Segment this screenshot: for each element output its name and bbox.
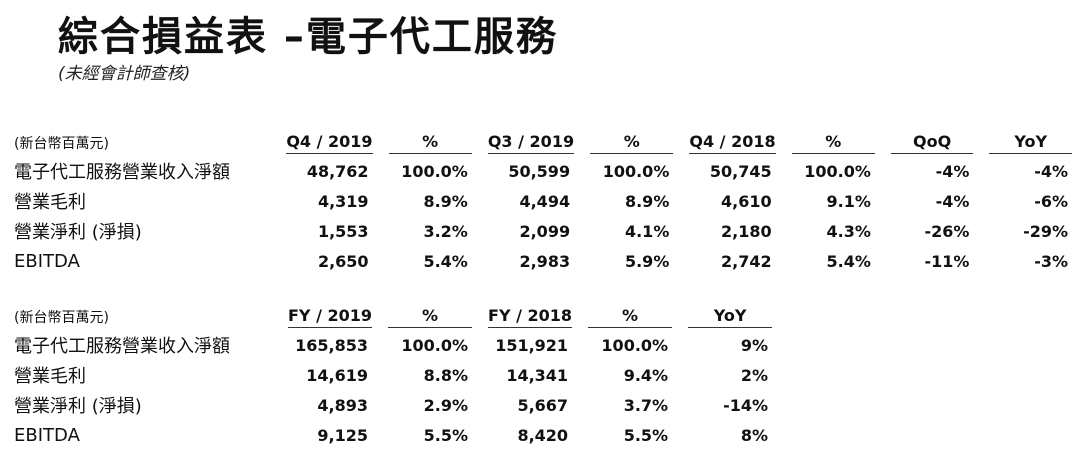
table-row: 電子代工服務營業收入淨額 165,853 100.0% 151,921 100.…: [14, 330, 780, 360]
cell-value: 14,619: [306, 365, 369, 385]
unit-label: (新台幣百萬元): [14, 310, 109, 326]
cell-value: 100.0%: [401, 161, 468, 181]
cell-value: -4%: [935, 161, 970, 181]
cell-value: 165,853: [295, 335, 369, 355]
cell-value: 3.2%: [423, 221, 468, 241]
quarterly-income-table: (新台幣百萬元) Q4 / 2019 % Q3 / 2019 % Q4 / 20…: [14, 130, 1080, 276]
unit-label: (新台幣百萬元): [14, 136, 109, 152]
cell-value: 48,762: [306, 161, 369, 181]
table-row: 營業毛利 4,319 8.9% 4,494 8.9% 4,610 9.1% -4…: [14, 186, 1080, 216]
cell-value: 5.9%: [624, 251, 670, 271]
table-header-row: (新台幣百萬元) Q4 / 2019 % Q3 / 2019 % Q4 / 20…: [14, 130, 1080, 156]
column-header: %: [381, 130, 480, 156]
cell-value: -29%: [1023, 221, 1068, 241]
cell-value: 151,921: [495, 335, 569, 355]
column-header: FY / 2019: [280, 304, 380, 330]
cell-value: 100.0%: [401, 335, 469, 355]
column-header: FY / 2018: [480, 304, 580, 330]
column-header: Q4 / 2019: [278, 130, 380, 156]
cell-value: 5.5%: [423, 425, 469, 445]
cell-value: 4.3%: [826, 221, 871, 241]
cell-value: 8.8%: [423, 365, 469, 385]
cell-value: 9.4%: [623, 365, 669, 385]
table-row: EBITDA 2,650 5.4% 2,983 5.9% 2,742 5.4% …: [14, 246, 1080, 276]
row-label: EBITDA: [14, 424, 80, 446]
column-header: YoY: [680, 304, 780, 330]
row-label: 營業淨利 (淨損): [14, 222, 142, 243]
cell-value: 8%: [740, 425, 769, 445]
cell-value: 4,319: [317, 191, 369, 211]
cell-value: 5,667: [517, 395, 569, 415]
cell-value: 3.7%: [623, 395, 669, 415]
column-header: %: [380, 304, 480, 330]
cell-value: 2,742: [720, 251, 772, 271]
row-label: 營業淨利 (淨損): [14, 396, 142, 417]
cell-value: 2.9%: [423, 395, 469, 415]
cell-value: -3%: [1034, 251, 1068, 271]
column-header: %: [784, 130, 883, 156]
cell-value: 8,420: [517, 425, 569, 445]
row-label: 營業毛利: [14, 366, 86, 387]
table-row: 營業淨利 (淨損) 1,553 3.2% 2,099 4.1% 2,180 4.…: [14, 216, 1080, 246]
column-header: %: [582, 130, 681, 156]
cell-value: 1,553: [317, 221, 369, 241]
cell-value: 4.1%: [624, 221, 670, 241]
cell-value: -26%: [924, 221, 970, 241]
table-row: EBITDA 9,125 5.5% 8,420 5.5% 8%: [14, 420, 780, 450]
cell-value: 9%: [740, 335, 769, 355]
cell-value: 2,650: [317, 251, 369, 271]
audit-note: (未經會計師查核): [58, 64, 191, 84]
cell-value: 2,983: [519, 251, 571, 271]
column-header: QoQ: [883, 130, 982, 156]
column-header: Q4 / 2018: [681, 130, 783, 156]
cell-value: 2,099: [519, 221, 571, 241]
cell-value: -11%: [924, 251, 970, 271]
cell-value: 100.0%: [601, 335, 669, 355]
column-header: Q3 / 2019: [480, 130, 582, 156]
cell-value: -4%: [1034, 161, 1068, 181]
cell-value: 5.4%: [826, 251, 871, 271]
cell-value: 2,180: [720, 221, 772, 241]
cell-value: 9,125: [317, 425, 369, 445]
column-header: YoY: [981, 130, 1080, 156]
row-label: 電子代工服務營業收入淨額: [14, 336, 230, 357]
annual-income-table: (新台幣百萬元) FY / 2019 % FY / 2018 % YoY 電子代…: [14, 304, 780, 450]
cell-value: 14,341: [506, 365, 569, 385]
cell-value: 50,745: [709, 161, 772, 181]
cell-value: 4,610: [720, 191, 772, 211]
cell-value: 50,599: [508, 161, 571, 181]
column-header: %: [580, 304, 680, 330]
cell-value: 100.0%: [804, 161, 871, 181]
table-row: 營業淨利 (淨損) 4,893 2.9% 5,667 3.7% -14%: [14, 390, 780, 420]
row-label: EBITDA: [14, 250, 80, 272]
cell-value: 4,494: [519, 191, 571, 211]
table-header-row: (新台幣百萬元) FY / 2019 % FY / 2018 % YoY: [14, 304, 780, 330]
cell-value: -6%: [1034, 191, 1068, 211]
table-row: 電子代工服務營業收入淨額 48,762 100.0% 50,599 100.0%…: [14, 156, 1080, 186]
cell-value: 4,893: [317, 395, 369, 415]
row-label: 電子代工服務營業收入淨額: [14, 162, 230, 183]
cell-value: 2%: [740, 365, 769, 385]
cell-value: 9.1%: [826, 191, 871, 211]
cell-value: 5.4%: [423, 251, 468, 271]
cell-value: 8.9%: [423, 191, 468, 211]
cell-value: -14%: [723, 395, 769, 415]
cell-value: 5.5%: [623, 425, 669, 445]
cell-value: 100.0%: [602, 161, 670, 181]
row-label: 營業毛利: [14, 192, 86, 213]
cell-value: -4%: [935, 191, 970, 211]
page-title: 綜合損益表 –電子代工服務: [58, 14, 558, 60]
table-row: 營業毛利 14,619 8.8% 14,341 9.4% 2%: [14, 360, 780, 390]
cell-value: 8.9%: [624, 191, 670, 211]
